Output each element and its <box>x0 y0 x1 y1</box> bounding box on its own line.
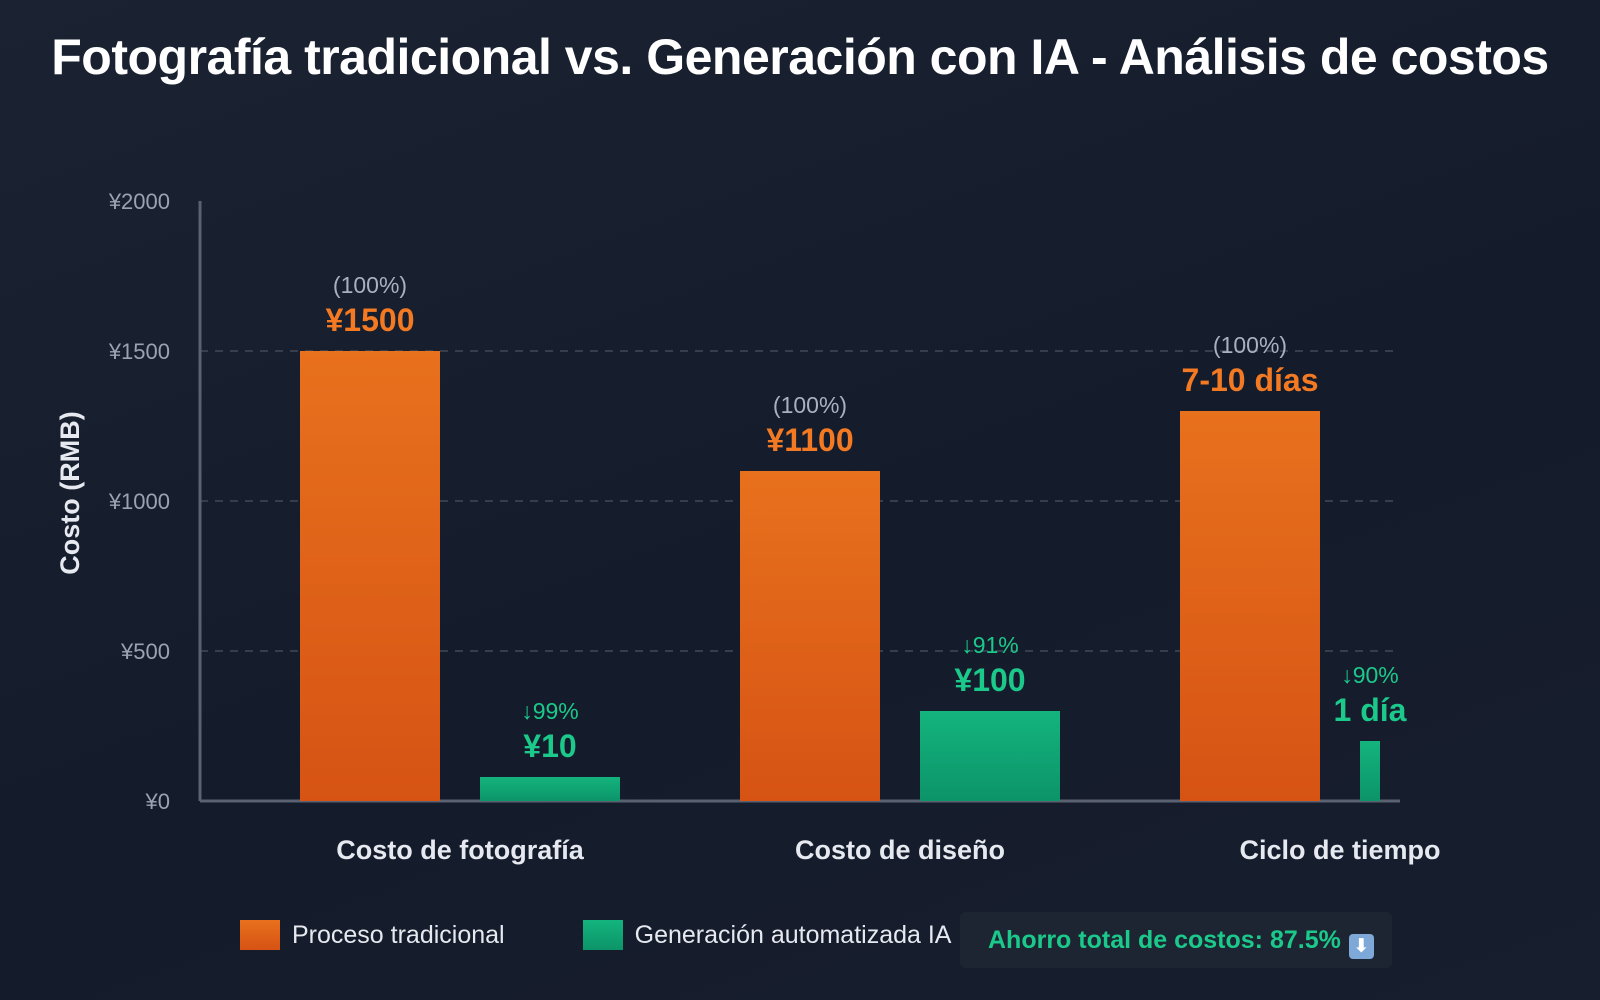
pct-label-traditional: (100%) <box>333 272 407 298</box>
bar-ai <box>920 711 1060 801</box>
pct-label-ai: ↓99% <box>521 698 579 724</box>
bar-traditional <box>1180 411 1320 801</box>
pct-label-traditional: (100%) <box>1213 332 1287 358</box>
savings-badge: Ahorro total de costos: 87.5% ⬇ <box>960 912 1392 968</box>
bar-traditional <box>740 471 880 801</box>
down-arrow-icon: ⬇ <box>1348 934 1374 959</box>
pct-label-traditional: (100%) <box>773 392 847 418</box>
value-label-traditional: 7-10 días <box>1182 362 1319 398</box>
value-label-traditional: ¥1500 <box>326 302 415 338</box>
value-label-ai: 1 día <box>1334 692 1407 728</box>
pct-label-ai: ↓91% <box>961 632 1019 658</box>
x-category-label: Costo de fotografía <box>336 835 584 865</box>
x-category-label: Ciclo de tiempo <box>1239 835 1440 865</box>
legend-label-traditional: Proceso tradicional <box>292 920 505 949</box>
bar-ai <box>480 777 620 801</box>
y-tick-label: ¥1000 <box>108 489 170 514</box>
y-axis-title: Costo (RMB) <box>55 411 85 574</box>
value-label-ai: ¥100 <box>954 662 1025 698</box>
legend-item-traditional: Proceso tradicional <box>240 920 505 950</box>
pct-label-ai: ↓90% <box>1341 662 1399 688</box>
legend-item-ai: Generación automatizada IA <box>582 920 952 950</box>
y-tick-label: ¥2000 <box>108 189 170 214</box>
y-tick-label: ¥500 <box>120 639 170 664</box>
savings-text: Ahorro total de costos: 87.5% <box>988 926 1341 954</box>
x-category-label: Costo de diseño <box>795 835 1005 865</box>
legend: Proceso tradicional Generación automatiz… <box>240 918 1029 952</box>
bar-ai <box>1360 741 1380 801</box>
legend-label-ai: Generación automatizada IA <box>634 920 952 949</box>
legend-swatch-traditional <box>240 920 280 950</box>
chart-title: Fotografía tradicional vs. Generación co… <box>51 29 1549 85</box>
y-tick-label: ¥0 <box>145 789 170 814</box>
bar-traditional <box>300 351 440 801</box>
y-tick-label: ¥1500 <box>108 339 170 364</box>
legend-swatch-ai <box>582 920 623 950</box>
value-label-traditional: ¥1100 <box>766 422 853 458</box>
value-label-ai: ¥10 <box>523 728 576 764</box>
